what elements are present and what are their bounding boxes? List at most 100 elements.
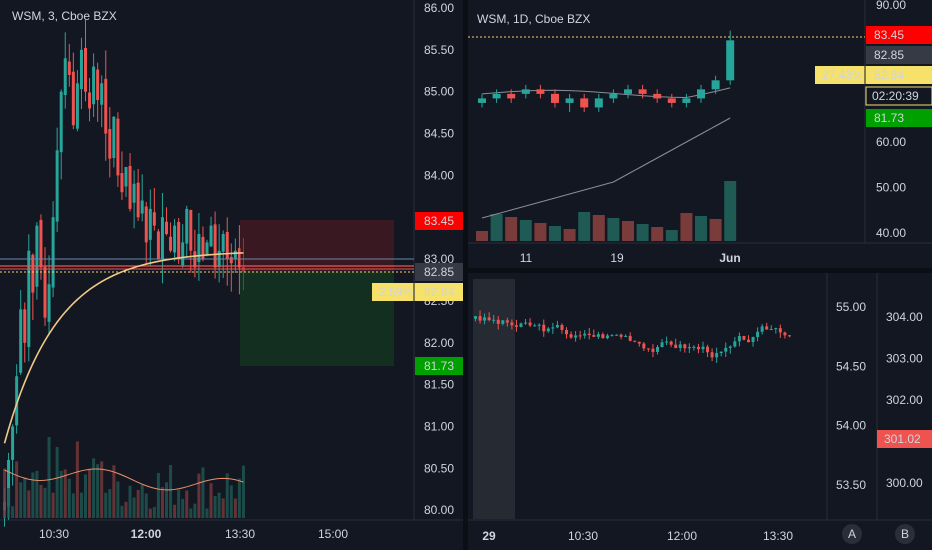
- left-price-tick-0: 55.00: [836, 300, 866, 314]
- entry-badge: [372, 283, 463, 301]
- dual-candle-body: [533, 325, 537, 327]
- intraday-candle-body: [67, 61, 71, 75]
- intraday-candle-body: [84, 48, 87, 92]
- daily-time-axis: 11 19 Jun: [520, 251, 741, 265]
- intraday-time-tick-3: 15:00: [318, 527, 348, 541]
- intraday-price-tick-6: 83.00: [424, 252, 454, 266]
- daily-volume-bar: [490, 214, 503, 241]
- intraday-volume-bar: [35, 470, 39, 518]
- left-price-tick-2: 54.00: [836, 419, 866, 433]
- dual-candle-body: [747, 339, 750, 343]
- daily-volume-bar: [607, 218, 620, 241]
- daily-volume-bar: [534, 223, 547, 241]
- intraday-volume-bar: [156, 472, 160, 518]
- dual-candle-body: [537, 324, 541, 326]
- target-zone[interactable]: [240, 220, 394, 272]
- intraday-volume-bar: [189, 508, 193, 518]
- dual-candle-body: [724, 347, 728, 352]
- daily-candle-body: [507, 93, 516, 99]
- intraday-volume-bar: [209, 483, 213, 518]
- dual-candle-body: [501, 320, 505, 324]
- intraday-volume-bar: [43, 487, 47, 518]
- right-price-tick-2: 302.00: [886, 393, 923, 407]
- daily-volume-bar: [622, 221, 634, 241]
- dual-candle-body: [769, 329, 773, 331]
- intraday-candle-body: [140, 200, 144, 214]
- intraday-volume-bar: [88, 468, 92, 518]
- intraday-volume-bar: [120, 505, 124, 518]
- left-price-axis: 55.00 54.50 54.00 53.50: [836, 300, 866, 492]
- panel-divider-vertical[interactable]: [463, 0, 468, 550]
- intraday-time-tick-2: 13:30: [225, 527, 255, 541]
- intraday-chart-pane[interactable]: 86.0085.5085.0084.5084.0083.5083.0082.50…: [0, 0, 463, 541]
- intraday-price-tick-8: 82.00: [424, 336, 454, 350]
- intraday-candle-body: [201, 236, 205, 260]
- intraday-volume-bar: [169, 464, 173, 518]
- dual-candle-body: [510, 322, 514, 326]
- auto-scale-button[interactable]: [842, 524, 862, 544]
- dual-candle-body: [696, 346, 700, 350]
- dual-candle-body: [787, 335, 791, 337]
- intraday-candle-body: [197, 233, 201, 263]
- intraday-volume-bar: [193, 503, 197, 518]
- intraday-price-tick-4: 84.00: [424, 168, 454, 182]
- stop-badge-label: 81.73: [424, 359, 454, 373]
- current-price-badge: [415, 263, 463, 281]
- intraday-volume-bar: [205, 508, 209, 518]
- dual-axis-chart-pane[interactable]: 55.00 54.50 54.00 53.50 304.00 303.00 302.00 3…: [468, 273, 932, 544]
- dual-candle-body: [737, 336, 741, 342]
- intraday-candle-body: [55, 150, 59, 222]
- daily-entry-badge: [815, 66, 932, 84]
- dual-candle-body: [642, 343, 646, 349]
- intraday-time-tick-1: 12:00: [131, 527, 162, 541]
- intraday-volume-bar: [11, 506, 15, 518]
- intraday-volume-bar: [201, 467, 205, 518]
- daily-price-tick-5: 40.00: [876, 226, 906, 240]
- panel-divider-horizontal[interactable]: [468, 268, 932, 273]
- dual-candle-body: [569, 334, 573, 338]
- intraday-candle-body: [160, 217, 164, 259]
- daily-stop-badge: [866, 109, 932, 127]
- daily-candle-body: [594, 98, 603, 108]
- intraday-candle-body: [120, 173, 124, 193]
- intraday-candle-body: [100, 83, 104, 105]
- daily-time-tick-1: 19: [610, 251, 624, 265]
- dual-candle-body: [551, 327, 555, 329]
- intraday-volume-bar: [96, 464, 100, 518]
- dual-candle-body: [578, 335, 582, 337]
- intraday-volume-bar: [15, 461, 19, 518]
- intraday-candle-body: [79, 49, 83, 90]
- intraday-volume-bar: [75, 441, 79, 518]
- entry-price-label: 82.84: [424, 285, 454, 299]
- intraday-candle-body: [47, 284, 51, 322]
- daily-current-badge: [866, 46, 932, 64]
- intraday-price-tick-0: 86.00: [424, 1, 454, 15]
- dual-candle-body: [505, 320, 509, 323]
- stop-zone[interactable]: [240, 272, 394, 366]
- intraday-candle-body: [96, 69, 100, 101]
- intraday-volume-bar: [241, 465, 245, 518]
- intraday-volume-bar: [213, 496, 217, 518]
- daily-candle-body: [565, 98, 574, 103]
- dual-candle-body: [628, 335, 632, 341]
- intraday-volume-bar: [108, 489, 112, 518]
- intraday-volume-bar: [128, 485, 132, 518]
- daily-candle-body: [492, 93, 501, 99]
- intraday-price-tick-11: 80.50: [424, 461, 454, 475]
- intraday-price-axis: 86.0085.5085.0084.5084.0083.5083.0082.50…: [424, 1, 454, 517]
- intraday-candle-body: [104, 78, 108, 134]
- dual-candle-body: [656, 347, 659, 352]
- intraday-candle-body: [237, 248, 241, 268]
- dual-candle-body: [546, 328, 550, 332]
- intraday-volume-bar: [39, 484, 43, 518]
- daily-volume-ma: [481, 117, 731, 219]
- b-scale-button[interactable]: [895, 524, 915, 544]
- daily-price-tick-3: 60.00: [876, 135, 906, 149]
- intraday-volume-bar: [165, 482, 168, 518]
- left-price-tick-1: 54.50: [836, 359, 866, 373]
- intraday-candle-body: [92, 66, 96, 105]
- intraday-volume-bar: [112, 465, 116, 518]
- intraday-candle-body: [35, 225, 39, 287]
